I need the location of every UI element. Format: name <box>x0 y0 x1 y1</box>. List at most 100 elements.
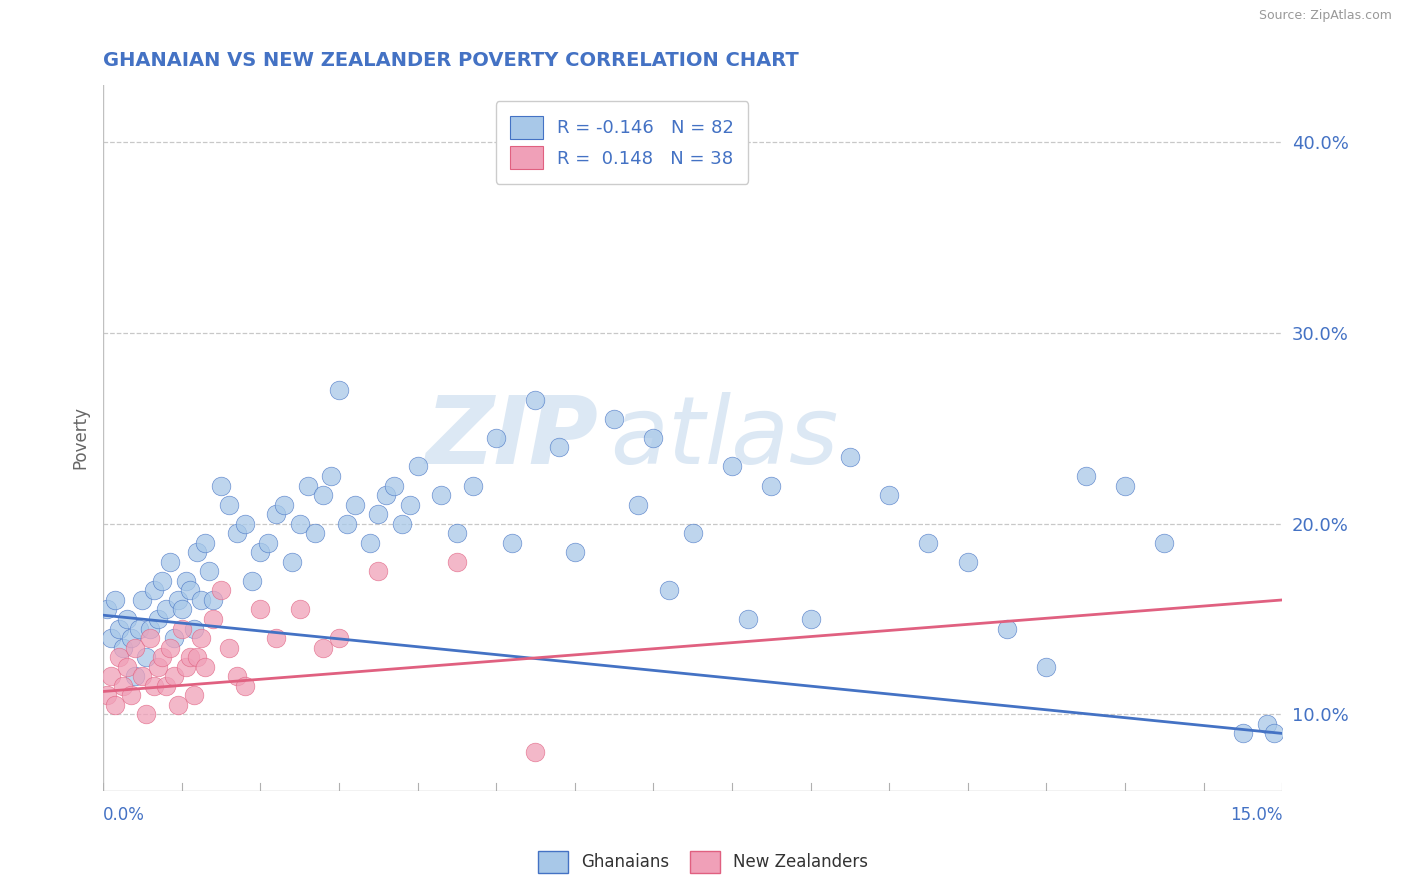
Point <box>233 679 256 693</box>
Point <box>194 535 217 549</box>
Point <box>159 640 181 655</box>
Point <box>1114 478 1136 492</box>
Point <box>877 488 900 502</box>
Point <box>249 545 271 559</box>
Point <box>146 612 169 626</box>
Point <box>304 526 326 541</box>
Point <box>183 622 205 636</box>
Point <box>131 593 153 607</box>
Point <box>135 650 157 665</box>
Point <box>146 659 169 673</box>
Point <box>281 555 304 569</box>
Point <box>174 574 197 588</box>
Text: Source: ZipAtlas.com: Source: ZipAtlas.com <box>1258 9 1392 22</box>
Text: atlas: atlas <box>610 392 838 483</box>
Point <box>257 535 280 549</box>
Point <box>312 640 335 655</box>
Point <box>108 650 131 665</box>
Point <box>627 498 650 512</box>
Point <box>737 612 759 626</box>
Point <box>398 498 420 512</box>
Point <box>367 565 389 579</box>
Point <box>249 602 271 616</box>
Point <box>139 631 162 645</box>
Point <box>155 602 177 616</box>
Point <box>186 545 208 559</box>
Point <box>312 488 335 502</box>
Point <box>336 516 359 531</box>
Point <box>139 622 162 636</box>
Point <box>190 593 212 607</box>
Point <box>108 622 131 636</box>
Point <box>194 659 217 673</box>
Point <box>297 478 319 492</box>
Point <box>104 698 127 712</box>
Point <box>359 535 381 549</box>
Point <box>159 555 181 569</box>
Point <box>391 516 413 531</box>
Point <box>501 535 523 549</box>
Point <box>446 526 468 541</box>
Point <box>1153 535 1175 549</box>
Point <box>461 478 484 492</box>
Point <box>131 669 153 683</box>
Point <box>800 612 823 626</box>
Point <box>183 688 205 702</box>
Point <box>179 583 201 598</box>
Point <box>430 488 453 502</box>
Point <box>658 583 681 598</box>
Point <box>761 478 783 492</box>
Point <box>96 602 118 616</box>
Point <box>225 526 247 541</box>
Point <box>163 631 186 645</box>
Point <box>120 688 142 702</box>
Point <box>124 640 146 655</box>
Point <box>995 622 1018 636</box>
Point <box>150 574 173 588</box>
Text: 15.0%: 15.0% <box>1230 805 1282 824</box>
Text: 0.0%: 0.0% <box>103 805 145 824</box>
Point <box>564 545 586 559</box>
Point <box>128 622 150 636</box>
Point <box>1232 726 1254 740</box>
Point <box>166 698 188 712</box>
Point <box>367 507 389 521</box>
Text: ZIP: ZIP <box>426 392 599 483</box>
Point <box>264 507 287 521</box>
Point <box>446 555 468 569</box>
Point <box>170 602 193 616</box>
Point <box>100 631 122 645</box>
Point <box>111 640 134 655</box>
Point <box>288 602 311 616</box>
Point <box>170 622 193 636</box>
Y-axis label: Poverty: Poverty <box>72 407 89 469</box>
Point <box>382 478 405 492</box>
Point <box>163 669 186 683</box>
Point <box>1256 717 1278 731</box>
Legend: Ghanaians, New Zealanders: Ghanaians, New Zealanders <box>531 845 875 880</box>
Point <box>319 469 342 483</box>
Point <box>328 383 350 397</box>
Point <box>218 640 240 655</box>
Point <box>96 688 118 702</box>
Point <box>179 650 201 665</box>
Point <box>111 679 134 693</box>
Point <box>375 488 398 502</box>
Point <box>209 478 232 492</box>
Point <box>190 631 212 645</box>
Point <box>264 631 287 645</box>
Point <box>485 431 508 445</box>
Point <box>1263 726 1285 740</box>
Point <box>603 412 626 426</box>
Point <box>186 650 208 665</box>
Point <box>150 650 173 665</box>
Point <box>124 669 146 683</box>
Point <box>120 631 142 645</box>
Point <box>143 583 166 598</box>
Point <box>838 450 860 464</box>
Legend: R = -0.146   N = 82, R =  0.148   N = 38: R = -0.146 N = 82, R = 0.148 N = 38 <box>495 101 748 184</box>
Point <box>1035 659 1057 673</box>
Point <box>115 659 138 673</box>
Point <box>233 516 256 531</box>
Point <box>328 631 350 645</box>
